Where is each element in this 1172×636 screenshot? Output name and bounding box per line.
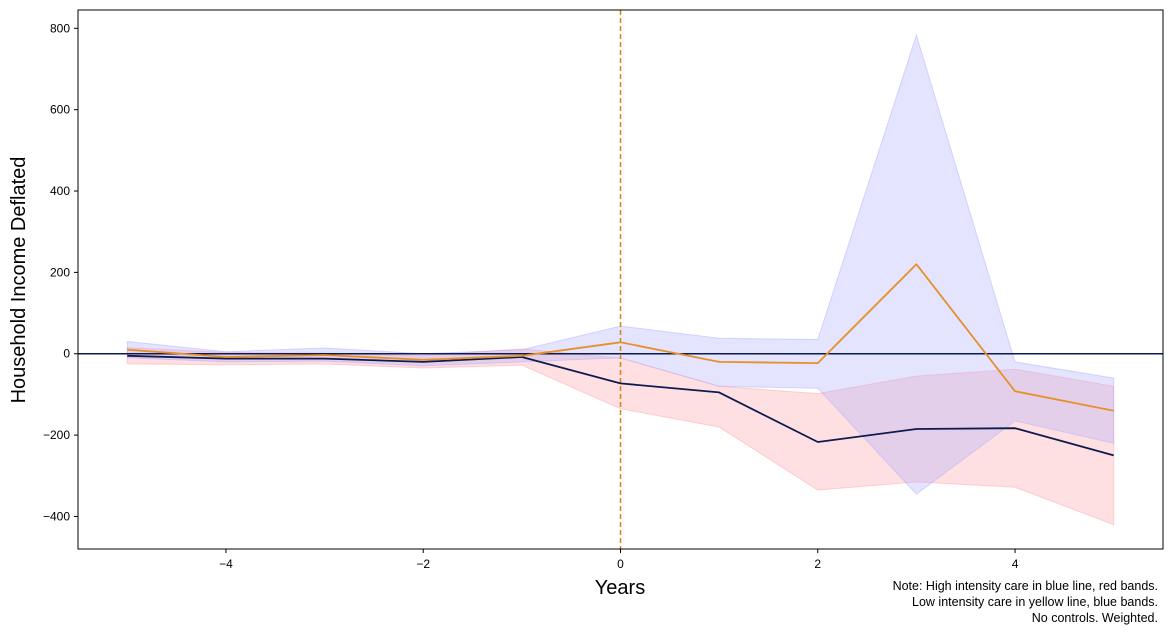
note-line: No controls. Weighted. [1031,611,1158,625]
x-tick-label: 0 [617,557,624,571]
y-tick-label: 800 [50,21,70,35]
x-tick-label: 2 [814,557,821,571]
reference-lines [78,10,1163,549]
series-lines [127,263,1114,457]
y-tick-label: 600 [50,103,70,117]
y-axis-ticks: −400 −200 0 200 400 600 800 [43,21,78,523]
confidence-bands [126,33,1115,526]
x-tick-label: 4 [1012,557,1019,571]
y-tick-label: 400 [50,184,70,198]
confidence-band-1 [126,347,1115,526]
x-axis-label: Years [595,577,645,599]
x-tick-label: −2 [416,557,430,571]
series-line-2 [127,263,1114,412]
y-axis-label: Household Income Deflated [8,157,30,404]
confidence-band-2 [126,33,1115,495]
note-line: Note: High intensity care in blue line, … [892,579,1158,593]
note-line: Low intensity care in yellow line, blue … [912,595,1158,609]
chart-note: Note: High intensity care in blue line, … [893,578,1158,626]
series-line-1 [127,354,1114,457]
x-axis-ticks: −4 −2 0 2 4 [219,549,1019,571]
y-tick-label: 200 [50,265,70,279]
x-tick-label: −4 [219,557,233,571]
y-tick-label: −400 [43,509,70,523]
y-tick-label: −200 [43,428,70,442]
y-tick-label: 0 [63,347,70,361]
